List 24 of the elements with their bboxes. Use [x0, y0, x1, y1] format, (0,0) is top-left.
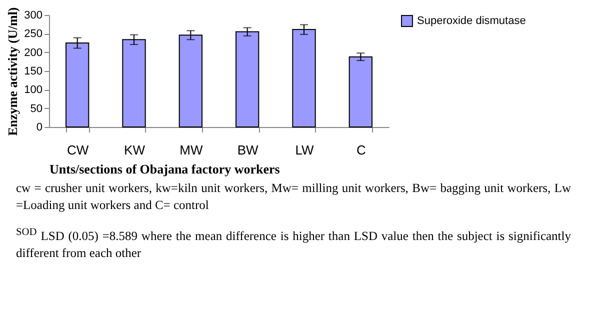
bar: [292, 29, 316, 128]
bar: [348, 56, 372, 128]
x-tick-label: LW: [295, 142, 314, 158]
x-tick-label: C: [356, 142, 366, 158]
y-tick-label: 200: [24, 46, 42, 59]
x-axis-title: Unts/sections of Obajana factory workers: [50, 162, 280, 176]
y-tick-label: 0: [36, 122, 42, 134]
y-tick-label: 300: [24, 10, 42, 22]
x-tick-label: CW: [66, 142, 90, 158]
x-tick-label: KW: [124, 142, 146, 158]
bar: [178, 34, 202, 128]
bar: [236, 31, 260, 128]
x-tick-label: MW: [180, 142, 204, 158]
y-tick-label: 150: [24, 66, 42, 78]
y-tick-label: 100: [24, 84, 42, 96]
x-tick-label: BW: [237, 142, 260, 158]
y-axis-title: Enzyme activity (U/ml): [5, 7, 20, 136]
bar: [66, 42, 90, 128]
text: cw = crusher unit workers, kw=kiln unit workers, Mw= milling unit workers, Bw= bagging unit workers, Lw =Loading unit workers and C= control: [16, 180, 571, 214]
bar: [122, 39, 146, 128]
legend-label: Superoxide dismutase: [417, 15, 526, 27]
text: $^{SOD}$ LSD (0.05) =8.589 where the mean difference is higher than LSD value then the subject is significantly different from each other: [16, 226, 571, 262]
y-tick-label: 50: [30, 102, 42, 115]
y-tick-label: 250: [24, 28, 42, 40]
